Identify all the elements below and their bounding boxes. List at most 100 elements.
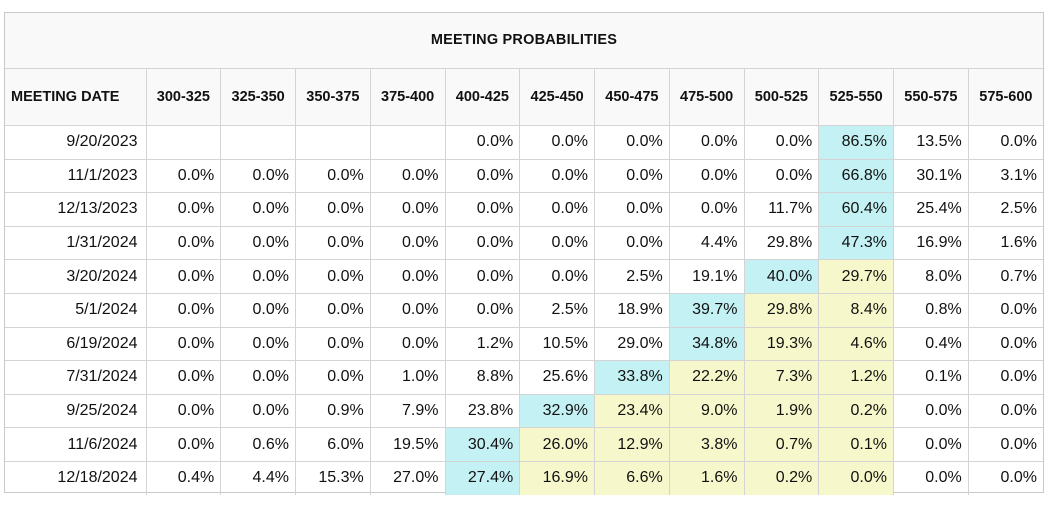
probability-cell: 6.6% [594, 460, 670, 495]
probability-cell: 29.8% [743, 225, 820, 261]
probability-cell: 19.1% [668, 259, 745, 294]
probability-cell: 19.3% [743, 326, 820, 362]
probability-cell: 0.0% [220, 360, 296, 395]
probability-cell: 10.5% [519, 326, 595, 362]
probability-cell: 0.0% [295, 225, 371, 261]
column-header-range: 550-575 [893, 69, 969, 126]
probability-cell: 23.4% [594, 393, 670, 429]
probability-cell: 29.7% [818, 259, 894, 294]
probability-cell [145, 125, 222, 160]
meeting-date-cell: 12/18/2024 [5, 460, 147, 495]
probability-cell: 0.0% [594, 125, 670, 160]
meeting-date-cell: 12/13/2023 [5, 192, 147, 227]
probability-cell: 0.0% [519, 125, 595, 160]
probability-cell: 0.0% [967, 125, 1043, 160]
probability-cell: 1.6% [967, 225, 1043, 261]
column-header-range: 350-375 [295, 69, 371, 126]
probability-cell: 4.6% [818, 326, 894, 362]
probability-cell: 0.0% [220, 393, 296, 429]
probability-cell: 19.5% [369, 427, 446, 462]
table-title: MEETING PROBABILITIES [5, 13, 1043, 69]
probability-cell: 30.4% [444, 427, 521, 462]
probability-cell: 30.1% [893, 158, 969, 194]
probability-cell: 0.0% [818, 460, 894, 495]
probability-cell: 1.0% [369, 360, 446, 395]
probability-cell: 0.0% [145, 259, 222, 294]
probability-cell: 47.3% [818, 225, 894, 261]
column-header-meeting-date: MEETING DATE [5, 69, 147, 126]
table-row: 11/1/2023 0.0% 0.0% 0.0% 0.0% 0.0% 0.0% 0.0% 0.0… [5, 158, 1043, 194]
probability-cell: 0.0% [220, 192, 296, 227]
probability-cell: 25.6% [519, 360, 595, 395]
probability-cell: 0.0% [668, 158, 745, 194]
meeting-date-cell: 7/31/2024 [5, 360, 147, 395]
probability-cell: 0.0% [369, 292, 446, 328]
probability-cell [220, 125, 296, 160]
probability-cell: 0.8% [893, 292, 969, 328]
probability-cell: 0.0% [519, 192, 595, 227]
probability-cell: 0.0% [444, 158, 521, 194]
probability-cell: 0.0% [594, 192, 670, 227]
probability-cell: 0.0% [145, 225, 222, 261]
probability-cell: 0.9% [295, 393, 371, 429]
probability-cell: 9.0% [668, 393, 745, 429]
column-header-range: 325-350 [220, 69, 296, 126]
probability-cell: 13.5% [893, 125, 969, 160]
probability-cell: 0.0% [967, 460, 1043, 495]
column-header-range: 450-475 [594, 69, 670, 126]
table-body: 9/20/2023 0.0% 0.0% 0.0% 0.0% 0.0% 86.5% 13.5% 0… [5, 125, 1043, 495]
probability-cell: 0.0% [145, 326, 222, 362]
probability-cell: 29.0% [594, 326, 670, 362]
probability-cell: 2.5% [967, 192, 1043, 227]
probability-cell: 0.0% [145, 427, 222, 462]
probability-cell: 0.0% [295, 326, 371, 362]
probability-cell: 3.8% [668, 427, 745, 462]
probability-cell: 0.0% [743, 158, 820, 194]
probability-cell: 0.0% [668, 125, 745, 160]
table-row: 1/31/2024 0.0% 0.0% 0.0% 0.0% 0.0% 0.0% 0.0% 4.4… [5, 225, 1043, 261]
probability-cell: 0.0% [893, 427, 969, 462]
probability-cell: 60.4% [818, 192, 894, 227]
probability-cell: 11.7% [743, 192, 820, 227]
probability-cell: 8.0% [893, 259, 969, 294]
probability-cell: 29.8% [743, 292, 820, 328]
probability-cell: 0.0% [967, 360, 1043, 395]
probability-cell: 4.4% [220, 460, 296, 495]
meeting-date-cell: 5/1/2024 [5, 292, 147, 328]
probability-cell: 39.7% [668, 292, 745, 328]
probability-cell: 0.0% [893, 460, 969, 495]
column-header-range: 500-525 [743, 69, 820, 126]
probability-cell: 0.0% [369, 225, 446, 261]
probability-cell: 86.5% [818, 125, 894, 160]
probability-cell: 0.0% [145, 360, 222, 395]
probability-cell: 6.0% [295, 427, 371, 462]
meeting-date-cell: 9/20/2023 [5, 125, 147, 160]
probability-cell: 27.4% [444, 460, 521, 495]
probability-cell: 0.0% [743, 125, 820, 160]
probability-cell [295, 125, 371, 160]
probability-cell: 0.0% [220, 292, 296, 328]
probability-cell: 0.0% [220, 326, 296, 362]
probability-cell: 0.0% [444, 125, 521, 160]
probability-cell: 23.8% [444, 393, 521, 429]
probability-cell: 0.0% [295, 158, 371, 194]
probability-cell: 8.8% [444, 360, 521, 395]
probability-cell: 0.0% [145, 393, 222, 429]
probability-cell: 22.2% [668, 360, 745, 395]
probability-cell: 27.0% [369, 460, 446, 495]
probability-cell: 1.6% [668, 460, 745, 495]
probability-cell: 0.0% [145, 192, 222, 227]
probability-cell: 0.2% [818, 393, 894, 429]
probability-cell: 0.0% [295, 259, 371, 294]
column-header-range: 575-600 [967, 69, 1043, 126]
column-header-range: 475-500 [668, 69, 745, 126]
table-row: 6/19/2024 0.0% 0.0% 0.0% 0.0% 1.2% 10.5% 29.0% 3… [5, 326, 1043, 362]
probability-cell: 0.0% [967, 427, 1043, 462]
probability-cell: 40.0% [743, 259, 820, 294]
probability-cell: 0.0% [967, 393, 1043, 429]
probability-cell: 0.0% [519, 225, 595, 261]
probability-cell: 0.6% [220, 427, 296, 462]
probability-cell: 0.4% [145, 460, 222, 495]
probability-cell: 12.9% [594, 427, 670, 462]
probability-cell: 33.8% [594, 360, 670, 395]
